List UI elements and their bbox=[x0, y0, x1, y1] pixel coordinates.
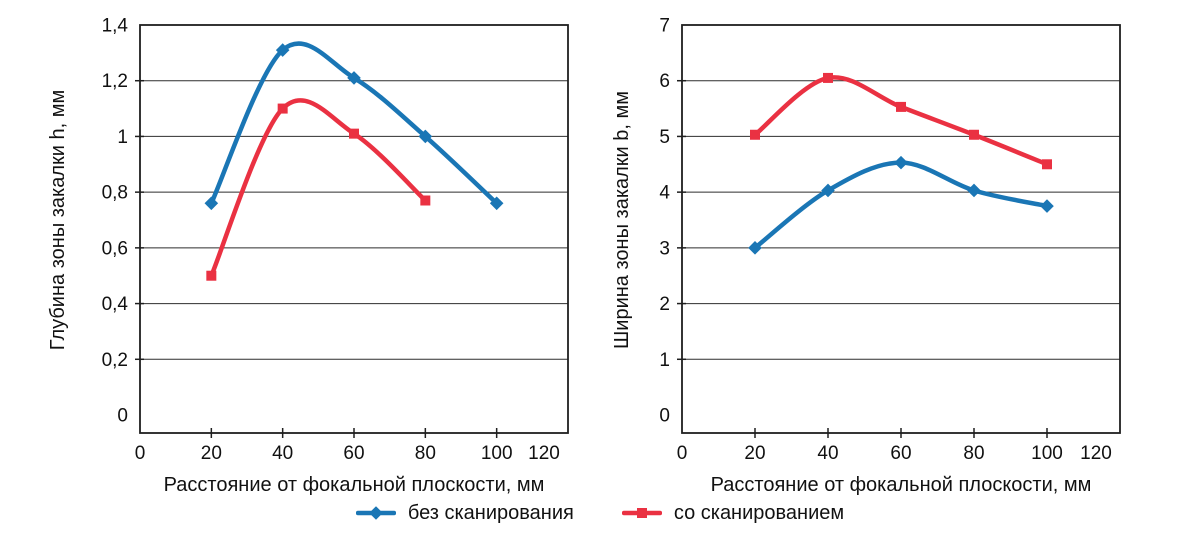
charts-row: 0 0,2 0,4 0,6 0,8 1 1,2 1,4 0 20 40 60 80 100 120 Расст… bbox=[0, 0, 1200, 498]
y-tick-label: 3 bbox=[659, 238, 670, 259]
series-no_scan bbox=[204, 41, 504, 211]
square-marker bbox=[636, 508, 647, 518]
x-tick-label: 60 bbox=[890, 443, 911, 464]
data-point-marker bbox=[969, 129, 979, 140]
series-line bbox=[752, 160, 1050, 251]
data-point-marker bbox=[489, 196, 504, 211]
data-point-marker bbox=[349, 128, 359, 139]
gridlines bbox=[682, 80, 1120, 360]
y-axis: 0 0,2 0,4 0,6 0,8 1 1,2 1,4 bbox=[102, 16, 144, 427]
legend-item-scan: со сканированием bbox=[621, 501, 845, 525]
y-tick-label: 0 bbox=[117, 406, 128, 427]
series-line bbox=[752, 75, 1050, 167]
y-tick-label: 6 bbox=[659, 71, 670, 92]
x-tick-label: 80 bbox=[415, 443, 436, 464]
depth-chart: 0 0,2 0,4 0,6 0,8 1 1,2 1,4 0 20 40 60 80 100 120 Расст… bbox=[0, 0, 600, 498]
x-axis: 0 20 40 60 80 100 120 bbox=[677, 428, 1112, 464]
x-axis-title: Расстояние от фокальной плоскости, мм bbox=[164, 474, 545, 496]
x-tick-label: 40 bbox=[817, 443, 838, 464]
data-point-marker bbox=[206, 270, 217, 281]
y-tick-label: 4 bbox=[659, 183, 670, 204]
data-point-marker bbox=[894, 155, 908, 170]
data-point-marker bbox=[420, 195, 431, 206]
data-point-marker bbox=[1042, 159, 1052, 170]
data-point-marker bbox=[1040, 199, 1054, 213]
data-point-marker bbox=[204, 196, 219, 211]
y-axis-title: Ширина зоны закалки b, мм bbox=[611, 91, 633, 349]
data-point-marker bbox=[896, 101, 906, 112]
y-tick-label: 0,4 bbox=[102, 294, 129, 315]
series-line bbox=[209, 98, 428, 278]
data-point-marker bbox=[823, 72, 833, 83]
line-square-marker-icon bbox=[621, 508, 662, 518]
width-chart: 0 1 2 3 4 5 6 7 0 20 40 60 80 100 120 Расстояние от фок… bbox=[600, 0, 1200, 498]
y-axis: 0 1 2 3 4 5 6 7 bbox=[659, 16, 686, 427]
legend-item-no-scan: без сканирования bbox=[355, 501, 574, 525]
y-tick-label: 0 bbox=[659, 406, 670, 427]
x-axis-title: Расстояние от фокальной плоскости, мм bbox=[711, 474, 1092, 496]
y-tick-label: 7 bbox=[659, 16, 670, 37]
y-tick-label: 1,4 bbox=[102, 16, 129, 37]
x-tick-label: 100 bbox=[1031, 443, 1063, 464]
x-tick-label: 0 bbox=[677, 443, 688, 464]
y-axis-title: Глубина зоны закалки h, мм bbox=[47, 90, 69, 351]
data-point-marker bbox=[967, 183, 981, 198]
x-tick-label: 120 bbox=[528, 443, 560, 464]
x-tick-label: 80 bbox=[963, 443, 984, 464]
x-axis: 0 20 40 60 80 100 120 bbox=[135, 428, 560, 464]
data-point-marker bbox=[750, 129, 760, 140]
y-tick-label: 0,2 bbox=[102, 350, 128, 371]
legend-label-scan: со сканированием bbox=[673, 501, 845, 524]
width-chart-svg: 0 1 2 3 4 5 6 7 0 20 40 60 80 100 120 Расстояние от фок… bbox=[611, 16, 1121, 496]
x-tick-label: 100 bbox=[481, 443, 513, 464]
data-point-marker bbox=[275, 43, 290, 57]
series-no_scan bbox=[748, 155, 1054, 255]
y-tick-label: 0,8 bbox=[102, 183, 128, 204]
series-line bbox=[209, 41, 499, 206]
y-tick-label: 2 bbox=[659, 294, 670, 315]
y-tick-label: 1 bbox=[659, 350, 670, 371]
x-tick-label: 60 bbox=[343, 443, 364, 464]
series-scan bbox=[750, 72, 1052, 170]
legend-label-no-scan: без сканирования bbox=[407, 501, 574, 524]
x-tick-label: 20 bbox=[744, 443, 765, 464]
diamond-marker bbox=[369, 506, 383, 520]
line-diamond-marker-icon bbox=[355, 506, 396, 520]
series-scan bbox=[206, 98, 431, 281]
plot-border bbox=[681, 24, 1121, 434]
y-tick-label: 0,6 bbox=[102, 238, 128, 259]
y-tick-label: 5 bbox=[659, 127, 670, 148]
gridlines bbox=[140, 80, 568, 360]
data-point-marker bbox=[347, 71, 361, 85]
x-tick-label: 20 bbox=[201, 443, 222, 464]
data-point-marker bbox=[418, 129, 433, 144]
y-tick-label: 1,2 bbox=[102, 71, 128, 92]
data-point-marker bbox=[277, 103, 288, 114]
depth-chart-svg: 0 0,2 0,4 0,6 0,8 1 1,2 1,4 0 20 40 60 80 100 120 Расст… bbox=[47, 16, 569, 496]
plot-border bbox=[139, 24, 569, 434]
x-tick-label: 0 bbox=[135, 443, 146, 464]
y-tick-label: 1 bbox=[117, 127, 128, 148]
legend: без сканирования со сканированием bbox=[0, 494, 1200, 532]
x-tick-label: 120 bbox=[1080, 443, 1112, 464]
x-tick-label: 40 bbox=[272, 443, 293, 464]
